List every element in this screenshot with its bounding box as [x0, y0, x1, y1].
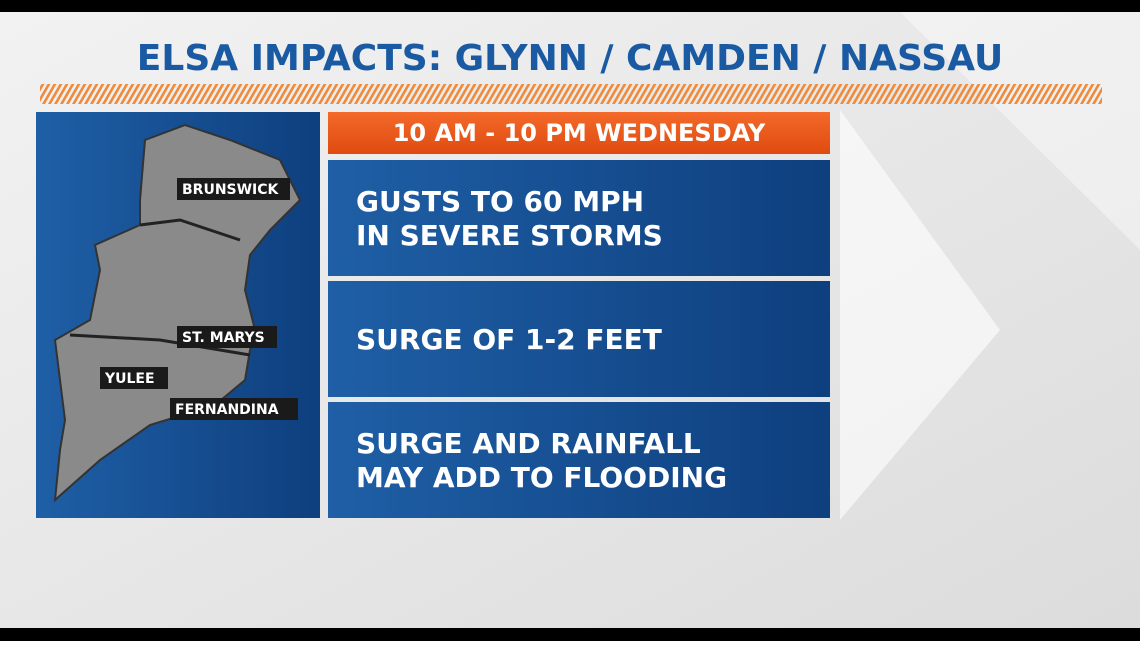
map-label-bg — [100, 367, 168, 389]
map-shape — [53, 123, 302, 503]
map-label: YULEE — [104, 371, 155, 387]
impact-text: SURGE AND RAINFALL — [356, 427, 701, 460]
impact-box — [328, 281, 830, 397]
decor — [900, 12, 1140, 250]
map-label: FERNANDINA — [175, 402, 279, 418]
title: ELSA IMPACTS: GLYNN / CAMDEN / NASSAU — [137, 38, 1003, 79]
map-label-bg — [177, 326, 277, 348]
impact-text: SURGE OF 1-2 FEET — [356, 323, 662, 356]
map-label: BRUNSWICK — [182, 182, 280, 198]
impact-box — [328, 160, 830, 276]
impact-text: MAY ADD TO FLOODING — [356, 461, 727, 494]
impact-box — [328, 402, 830, 518]
map-label: ST. MARYS — [182, 330, 265, 346]
impact-text: IN SEVERE STORMS — [356, 219, 663, 252]
decor — [840, 110, 1000, 520]
hatch-bar — [40, 84, 1102, 104]
impact-text: GUSTS TO 60 MPH — [356, 185, 644, 218]
map-label-bg — [170, 398, 298, 420]
timeframe-box — [328, 112, 830, 154]
timeframe: 10 AM - 10 PM WEDNESDAY — [393, 119, 766, 147]
map-label-bg — [177, 178, 290, 200]
county-line — [69, 218, 251, 357]
